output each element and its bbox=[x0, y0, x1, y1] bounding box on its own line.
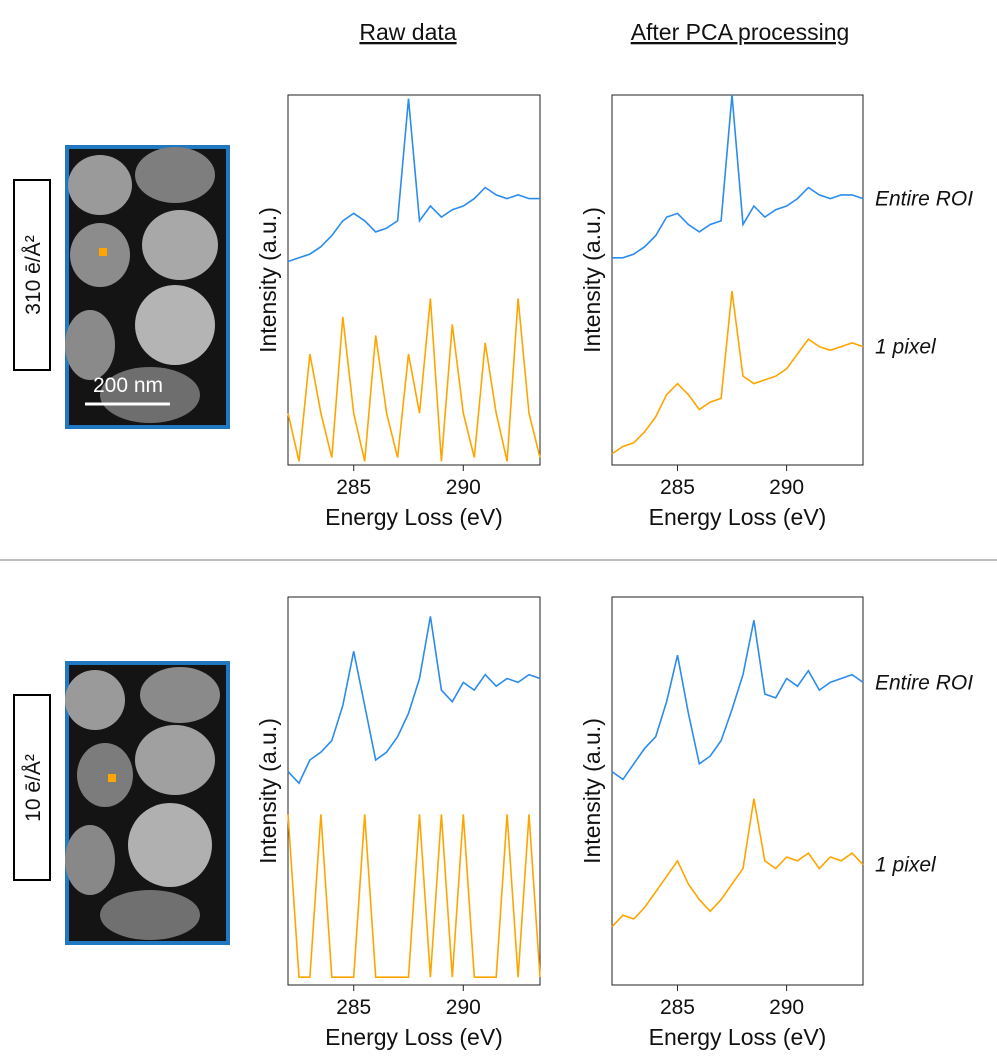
x-tick-label: 290 bbox=[446, 996, 481, 1019]
spectrum-line bbox=[611, 798, 864, 928]
spectrum-line bbox=[611, 290, 864, 455]
spectrum-line bbox=[611, 620, 864, 781]
plot-frame bbox=[611, 94, 864, 466]
spectrum-line bbox=[287, 616, 541, 785]
micrograph bbox=[65, 661, 230, 945]
y-axis-label: Intensity (a.u.) bbox=[255, 718, 281, 864]
x-axis-label: Energy Loss (eV) bbox=[649, 504, 827, 530]
x-tick-label: 285 bbox=[336, 996, 371, 1019]
x-tick-label: 290 bbox=[769, 996, 804, 1019]
series-label: Entire ROI bbox=[875, 671, 973, 694]
x-tick-label: 290 bbox=[769, 476, 804, 499]
row-label: 10 ē/Å² bbox=[22, 754, 45, 822]
x-axis-label: Energy Loss (eV) bbox=[325, 1024, 503, 1050]
spectrum-line bbox=[287, 814, 541, 978]
column-title: After PCA processing bbox=[631, 19, 850, 45]
scale-bar-label: 200 nm bbox=[93, 374, 163, 397]
y-axis-label: Intensity (a.u.) bbox=[255, 207, 281, 353]
row-label-box bbox=[13, 694, 51, 881]
x-axis-label: Energy Loss (eV) bbox=[649, 1024, 827, 1050]
x-tick-label: 290 bbox=[446, 476, 481, 499]
plot-frame bbox=[287, 94, 541, 466]
series-label: 1 pixel bbox=[875, 336, 937, 359]
spectrum-line bbox=[287, 98, 540, 263]
column-title: Raw data bbox=[359, 19, 456, 45]
y-axis-label: Intensity (a.u.) bbox=[579, 207, 605, 353]
spectrum-line bbox=[612, 94, 864, 259]
row-label: 310 ē/Å² bbox=[22, 235, 45, 314]
x-axis-label: Energy Loss (eV) bbox=[325, 504, 503, 530]
row-label-box bbox=[13, 179, 51, 371]
micrograph bbox=[65, 145, 230, 429]
x-tick-label: 285 bbox=[660, 476, 695, 499]
spectrum-line bbox=[287, 298, 541, 462]
series-label: 1 pixel bbox=[875, 854, 937, 877]
x-tick-label: 285 bbox=[336, 476, 371, 499]
plot-frame bbox=[611, 596, 864, 986]
plot-frame bbox=[287, 596, 541, 986]
series-label: Entire ROI bbox=[875, 188, 973, 211]
y-axis-label: Intensity (a.u.) bbox=[579, 718, 605, 864]
x-tick-label: 285 bbox=[660, 996, 695, 1019]
